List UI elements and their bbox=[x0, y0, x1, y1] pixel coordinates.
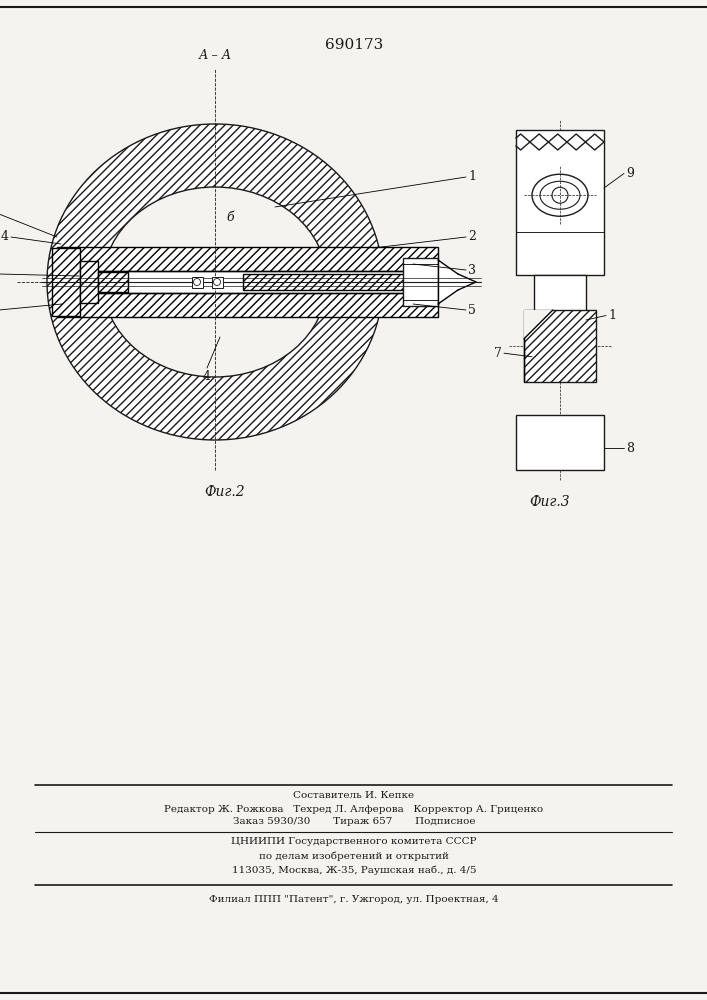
Text: по делам изобретений и открытий: по делам изобретений и открытий bbox=[259, 851, 449, 861]
Text: б: б bbox=[226, 211, 234, 224]
Bar bbox=[98, 272, 128, 292]
Bar bbox=[57, 247, 438, 271]
Circle shape bbox=[214, 278, 221, 286]
Bar bbox=[516, 415, 604, 470]
Ellipse shape bbox=[47, 124, 383, 440]
Ellipse shape bbox=[540, 181, 580, 209]
Text: 1: 1 bbox=[608, 309, 616, 322]
Bar bbox=[52, 248, 80, 316]
Text: 4: 4 bbox=[1, 231, 9, 243]
Text: Редактор Ж. Рожкова   Техред Л. Алферова   Корректор А. Гриценко: Редактор Ж. Рожкова Техред Л. Алферова К… bbox=[165, 806, 544, 814]
Bar bbox=[80, 261, 98, 303]
Text: Филиал ППП "Патент", г. Ужгород, ул. Проектная, 4: Филиал ППП "Патент", г. Ужгород, ул. Про… bbox=[209, 896, 499, 904]
Text: 8: 8 bbox=[626, 442, 634, 454]
Text: 1: 1 bbox=[468, 170, 476, 184]
Bar bbox=[211, 276, 223, 288]
Text: 690173: 690173 bbox=[325, 38, 383, 52]
Text: ЦНИИПИ Государственного комитета СССР: ЦНИИПИ Государственного комитета СССР bbox=[231, 838, 477, 846]
Bar bbox=[192, 276, 202, 288]
Polygon shape bbox=[524, 310, 553, 339]
Text: 113035, Москва, Ж-35, Раушская наб., д. 4/5: 113035, Москва, Ж-35, Раушская наб., д. … bbox=[232, 865, 477, 875]
Text: Заказ 5930/30       Тираж 657       Подписное: Заказ 5930/30 Тираж 657 Подписное bbox=[233, 818, 475, 826]
Text: А – А: А – А bbox=[199, 49, 232, 62]
Polygon shape bbox=[438, 260, 476, 304]
Circle shape bbox=[552, 187, 568, 203]
Bar bbox=[57, 293, 438, 317]
Text: Фиг.2: Фиг.2 bbox=[205, 485, 245, 499]
Bar bbox=[524, 310, 596, 382]
Bar bbox=[57, 271, 438, 293]
Bar bbox=[243, 274, 438, 290]
Bar bbox=[516, 130, 604, 275]
Circle shape bbox=[194, 278, 201, 286]
Text: Составитель И. Кепке: Составитель И. Кепке bbox=[293, 790, 414, 800]
Bar bbox=[534, 275, 586, 365]
Text: 4: 4 bbox=[203, 370, 211, 383]
Text: 5: 5 bbox=[468, 304, 476, 316]
Text: 9: 9 bbox=[626, 167, 634, 180]
Text: 2: 2 bbox=[468, 231, 476, 243]
Ellipse shape bbox=[532, 174, 588, 216]
Text: Фиг.3: Фиг.3 bbox=[530, 495, 571, 509]
Ellipse shape bbox=[103, 187, 327, 377]
Text: 3: 3 bbox=[468, 263, 476, 276]
Bar bbox=[403, 258, 438, 306]
Text: 7: 7 bbox=[494, 347, 502, 360]
